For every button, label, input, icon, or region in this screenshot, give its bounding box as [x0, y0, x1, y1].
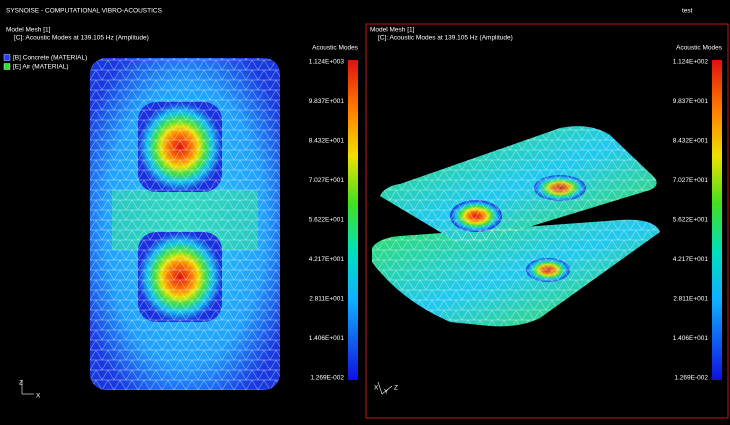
- colorbar: [348, 60, 358, 380]
- window-title: SYSNOISE - COMPUTATIONAL VIBRO-ACOUSTICS: [6, 8, 163, 15]
- colorbar-label: 1.124E+003: [309, 59, 345, 66]
- legend-entry: [E] Air (MATERIAL): [13, 64, 69, 71]
- colorbar-label: 7.027E+001: [309, 177, 345, 184]
- colorbar-label: 8.432E+001: [309, 138, 345, 145]
- panel-heading: Model Mesh [1]: [6, 27, 51, 34]
- colorbar-label: 4.217E+001: [673, 256, 709, 263]
- axis-triad: [21, 380, 34, 395]
- colorbar-label: 9.837E+001: [673, 98, 709, 105]
- legend-entry: [B] Concrete (MATERIAL): [13, 55, 87, 62]
- colorbar-label: 2.811E+001: [673, 296, 708, 303]
- contour-plot-3d: [372, 126, 660, 327]
- contour-plot: [90, 58, 280, 390]
- colorbar-label: 5.622E+001: [673, 217, 709, 224]
- colorbar-label: 7.027E+001: [673, 177, 709, 184]
- colorbar-label: 1.269E-002: [310, 375, 344, 382]
- user-label: test: [682, 8, 693, 15]
- colorbar-label: 1.406E+001: [309, 335, 345, 342]
- legend-swatch: [3, 54, 11, 61]
- axis-label: X: [36, 393, 41, 400]
- colorbar-label: 2.811E+001: [309, 296, 344, 303]
- panel-heading: Model Mesh [1]: [370, 27, 415, 34]
- panel-subheading: [C]: Acoustic Modes at 139.105 Hz (Ampli…: [14, 35, 149, 42]
- axis-triad: [377, 381, 393, 395]
- legend-swatch: [3, 63, 11, 70]
- colorbar-label: 9.837E+001: [309, 98, 345, 105]
- axis-label: X: [374, 385, 379, 392]
- colorbar-label: 8.432E+001: [673, 138, 709, 145]
- active-viewport-frame: [365, 23, 729, 419]
- colorbar: [712, 60, 722, 380]
- colorbar-label: 4.217E+001: [309, 256, 345, 263]
- colorbar-label: 1.269E-002: [674, 375, 708, 382]
- colorbar-label: 1.124E+002: [673, 59, 709, 66]
- axis-label: Y: [384, 389, 389, 396]
- colorbar-label: 1.406E+001: [673, 335, 709, 342]
- colorbar-label: 5.622E+001: [309, 217, 345, 224]
- colorbar-title: Acoustic Modes: [312, 45, 359, 52]
- colorbar-title: Acoustic Modes: [676, 45, 723, 52]
- panel-subheading: [C]: Acoustic Modes at 139.105 Hz (Ampli…: [378, 35, 513, 42]
- axis-label: Z: [394, 385, 398, 392]
- axis-label: Z: [19, 380, 23, 387]
